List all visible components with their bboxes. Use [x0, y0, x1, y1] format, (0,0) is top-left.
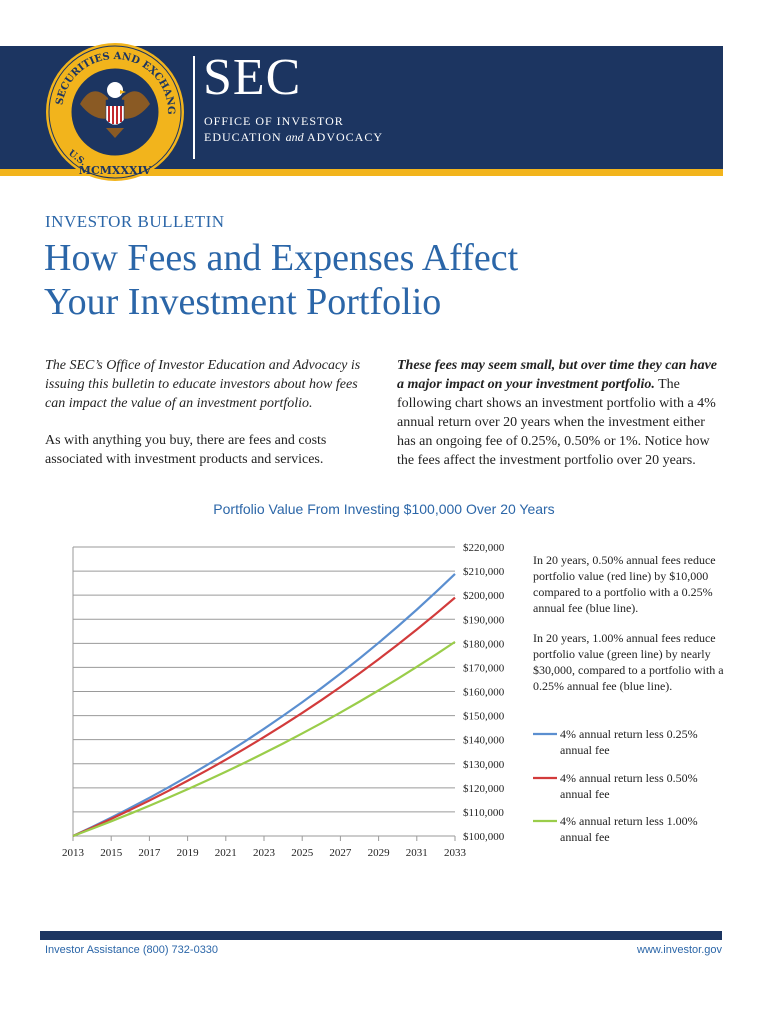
x-axis-labels: 2013 2015 2017 2019 2021 2023 2025 2027 2029 2031… — [62, 847, 467, 859]
y-axis-labels: $100,000 $110,000 $120,000 $130,000 $140,000… — [463, 542, 505, 843]
fees-paragraph: As with anything you buy, there are fees… — [45, 433, 327, 467]
x-tick-label: 2025 — [291, 847, 314, 859]
chart-annotation-1: In 20 years, 0.50% annual fees reduce po… — [533, 553, 716, 615]
y-tick-label: $180,000 — [463, 638, 505, 650]
bulletin-label: INVESTOR BULLETIN — [45, 212, 225, 231]
chart-gridlines — [72, 546, 456, 841]
investor-assistance-phone: Investor Assistance (800) 732-0330 — [45, 944, 219, 956]
y-tick-label: $120,000 — [463, 783, 505, 795]
y-tick-label: $130,000 — [463, 759, 505, 771]
y-tick-label: $140,000 — [463, 735, 505, 747]
y-tick-label: $150,000 — [463, 711, 505, 723]
y-tick-label: $100,000 — [463, 831, 505, 843]
footer-bar — [40, 931, 722, 940]
office-name-text: Office of Investor — [204, 114, 344, 128]
legend-label-1: 4% annual return less 0.25% annual fee — [560, 727, 698, 757]
office-name-line2: Education and Advocacy — [204, 130, 383, 145]
investor-website-link[interactable]: www.investor.gov — [637, 944, 722, 956]
page-title: How Fees and Expenses Affect Your Invest… — [44, 236, 684, 324]
left-column: The SEC’s Office of Investor Education a… — [45, 356, 367, 487]
seal-year: MCMXXXIV — [79, 164, 152, 177]
header-gold-stripe — [0, 169, 723, 176]
x-tick-label: 2029 — [368, 847, 391, 859]
x-tick-label: 2013 — [62, 847, 85, 859]
sec-seal-icon: SECURITIES AND EXCHANGE COMMISSION U.S. … — [34, 34, 190, 182]
agency-wordmark: SEC — [203, 49, 302, 106]
x-tick-label: 2027 — [329, 847, 352, 859]
chart-legend: 4% annual return less 0.25% annual fee 4% … — [533, 727, 698, 844]
emphasis-lead: These fees may seem small, but over time… — [397, 358, 717, 392]
chart-series — [72, 573, 456, 838]
chart-title: Portfolio Value From Investing $100,000 … — [213, 501, 555, 517]
office-and: and — [285, 130, 304, 144]
legend-label-3: 4% annual return less 1.00% annual fee — [560, 814, 698, 844]
y-tick-label: $110,000 — [463, 807, 504, 819]
series-line-3 — [72, 640, 456, 838]
office-education: Education — [204, 130, 282, 144]
office-name-line1: Office of Investor — [204, 114, 344, 129]
y-tick-label: $190,000 — [463, 614, 505, 626]
chart-annotation-2: In 20 years, 1.00% annual fees reduce po… — [533, 631, 724, 693]
legend-label-2: 4% annual return less 0.50% annual fee — [560, 771, 698, 801]
chart-intro-rest: The following chart shows an investment … — [397, 377, 716, 468]
x-tick-label: 2031 — [406, 847, 428, 859]
y-tick-label: $200,000 — [463, 590, 505, 602]
eagle-icon — [80, 82, 150, 138]
intro-paragraph: The SEC’s Office of Investor Education a… — [45, 358, 361, 411]
portfolio-line-chart: $100,000 $110,000 $120,000 $130,000 $140,000… — [62, 542, 698, 859]
series-line-2 — [72, 596, 456, 838]
chart-intro-paragraph: These fees may seem small, but over time… — [397, 356, 725, 470]
x-tick-label: 2023 — [253, 847, 276, 859]
office-advocacy: Advocacy — [307, 130, 384, 144]
y-tick-label: $210,000 — [463, 566, 505, 578]
header-divider — [193, 56, 195, 159]
series-line-1 — [72, 573, 456, 837]
right-column: These fees may seem small, but over time… — [397, 356, 725, 488]
y-tick-label: $170,000 — [463, 662, 505, 674]
x-tick-label: 2017 — [138, 847, 161, 859]
y-tick-label: $160,000 — [463, 687, 505, 699]
x-tick-label: 2021 — [215, 847, 237, 859]
page-title-line2: Your Investment Portfolio — [44, 281, 442, 323]
y-tick-label: $220,000 — [463, 542, 505, 554]
x-tick-label: 2015 — [100, 847, 123, 859]
page-title-line1: How Fees and Expenses Affect — [44, 237, 519, 279]
x-tick-label: 2033 — [444, 847, 467, 859]
x-tick-label: 2019 — [177, 847, 200, 859]
